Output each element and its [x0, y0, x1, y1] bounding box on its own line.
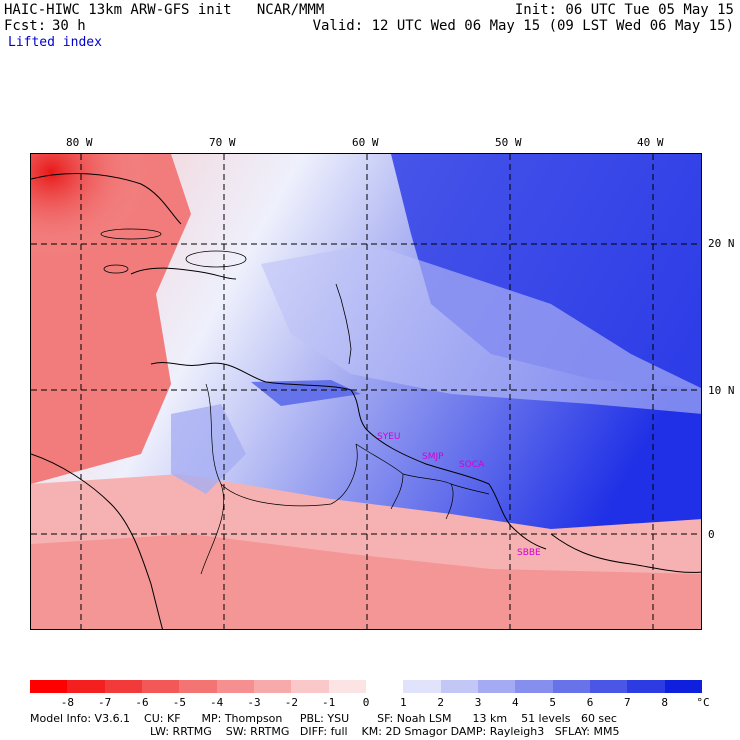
legend-tick-label: 0 [362, 696, 370, 709]
model-info-line2: LW: RRTMG SW: RRTMG DIFF: full KM: 2D Sm… [150, 725, 620, 738]
southern-negative-core [31, 534, 701, 629]
graticule [31, 154, 701, 629]
legend-swatch [104, 680, 143, 693]
legend-swatch [30, 680, 68, 693]
station-label-syeu: SYEU [377, 432, 401, 442]
positive-streak [261, 244, 701, 414]
station-label-soca: SOCA [459, 460, 485, 470]
andes-positive-patch [171, 404, 246, 494]
legend-swatch [366, 680, 404, 693]
legend-swatch [590, 680, 628, 693]
legend-tick-label: -7 [98, 696, 112, 709]
legend-unit: °C [696, 696, 710, 709]
legend-swatch [403, 680, 442, 693]
lon-label-50w: 50 W [495, 136, 522, 149]
lat-label-10n: 10 N [708, 384, 735, 397]
legend-swatch [552, 680, 591, 693]
coastlines [31, 173, 701, 629]
forecast-hour: 30 h [52, 18, 86, 34]
legend-swatch [216, 680, 255, 693]
forecast-label: Fcst: [4, 18, 47, 34]
legend-tick-label: -8 [60, 696, 74, 709]
legend-tick-label: 4 [512, 696, 519, 709]
lat-label-0: 0 [708, 528, 715, 541]
coastal-positive-patch [251, 380, 361, 406]
legend-swatch [478, 680, 516, 693]
legend-tick-label: -2 [284, 696, 298, 709]
country-borders [200, 383, 490, 575]
legend-tick-label: 8 [661, 696, 668, 709]
legend-swatch [142, 680, 180, 693]
station-label-sbbe: SBBE [517, 548, 541, 558]
station-label-smjp: SMJP [422, 452, 444, 462]
legend-tick-label: 2 [437, 696, 444, 709]
legend-swatch [67, 680, 106, 693]
legend-swatch [254, 680, 292, 693]
legend-swatch [627, 680, 666, 693]
lon-label-70w: 70 W [209, 136, 236, 149]
lat-label-20n: 20 N [708, 237, 735, 250]
model-info-line1: Model Info: V3.6.1 CU: KF MP: Thompson P… [30, 712, 617, 725]
legend-swatch [515, 680, 554, 693]
model-title: HAIC-HIWC 13km ARW-GFS init NCAR/MMM [4, 2, 325, 18]
legend-tick-label: -4 [210, 696, 224, 709]
legend-tick-label: -5 [172, 696, 186, 709]
lifted-index-map [30, 153, 702, 630]
map-canvas [31, 154, 701, 629]
legend-swatch [179, 680, 218, 693]
legend-tick-label: 5 [549, 696, 556, 709]
legend-swatch [440, 680, 479, 693]
legend-tick-label: 6 [586, 696, 594, 709]
legend-swatch [291, 680, 330, 693]
legend-tick-label: -3 [247, 696, 261, 709]
init-time: Init: 06 UTC Tue 05 May 15 [514, 2, 734, 18]
legend-tick-label: 3 [474, 696, 482, 709]
caribbean-islands [100, 228, 352, 365]
lon-label-80w: 80 W [66, 136, 93, 149]
valid-time: Valid: 12 UTC Wed 06 May 15 (09 LST Wed … [312, 18, 734, 34]
legend-swatch [328, 680, 367, 693]
legend-tick-label: -6 [135, 696, 149, 709]
field-name: Lifted index [8, 35, 102, 50]
lon-label-40w: 40 W [637, 136, 664, 149]
lon-label-60w: 60 W [352, 136, 379, 149]
legend-tick-label: 1 [400, 696, 407, 709]
legend-swatch [664, 680, 703, 693]
legend-tick-label: 7 [624, 696, 631, 709]
legend-tick-label: -1 [322, 696, 336, 709]
